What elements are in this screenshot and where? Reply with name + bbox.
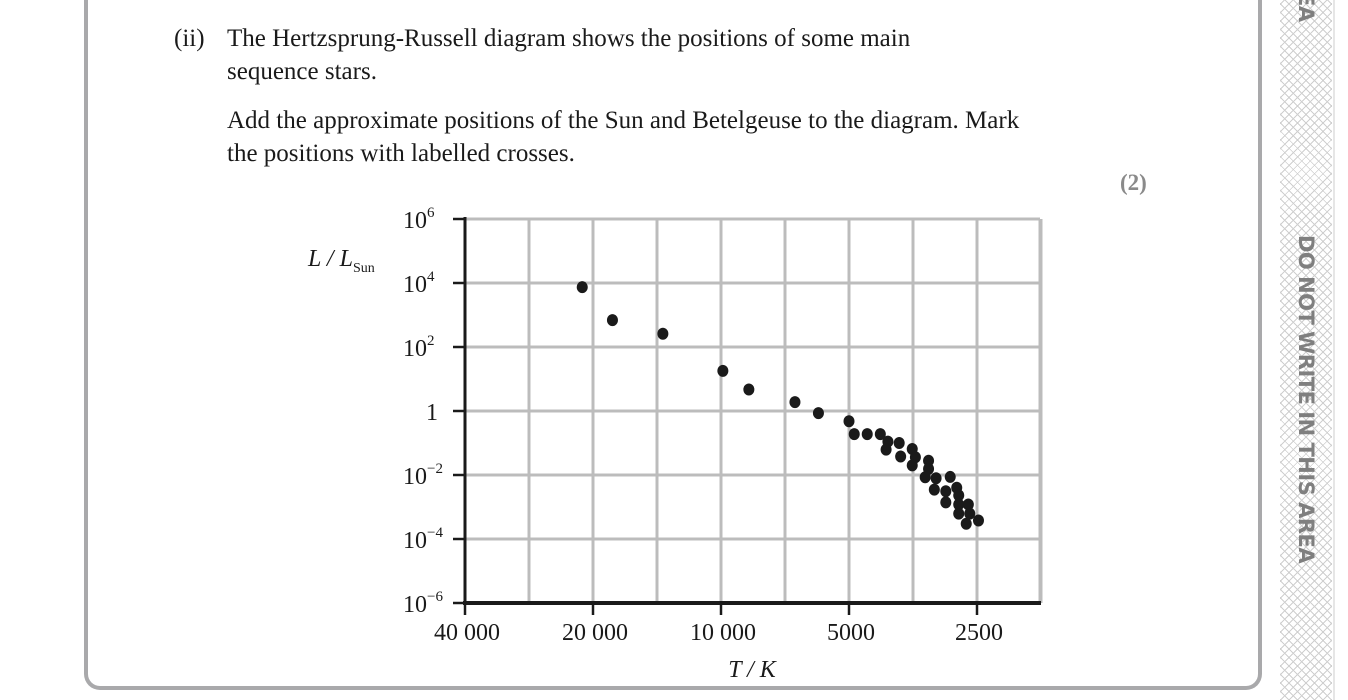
- star-point: [944, 470, 956, 483]
- grid: [465, 217, 1043, 603]
- y-tick-label: 10−2: [403, 461, 443, 490]
- star-point: [657, 327, 669, 340]
- star-point: [895, 450, 907, 463]
- star-point: [717, 364, 729, 377]
- answer-box-border: [84, 0, 1262, 690]
- star-point: [964, 507, 976, 520]
- star-point: [743, 383, 755, 396]
- star-point: [906, 459, 918, 472]
- star-point: [940, 485, 952, 498]
- y-tick-label: 106: [403, 205, 435, 234]
- star-point: [789, 396, 801, 409]
- y-tick-label: 1: [426, 400, 438, 426]
- data-points: [576, 281, 984, 530]
- star-point: [893, 437, 905, 449]
- instruction-line1: Add the approximate positions of the Sun…: [227, 107, 1020, 134]
- x-tick-label: 10 000: [690, 620, 756, 646]
- ticks: 106 104 102 1 10−2 10−4 10−640 000 20 000 10 000…: [403, 205, 1003, 646]
- y-tick-label: 10−4: [403, 525, 443, 554]
- y-axis-label: L / LSun: [307, 246, 375, 276]
- star-point: [861, 428, 873, 441]
- margin-hatched-strip: [1280, 0, 1332, 700]
- x-tick-label: 40 000: [434, 620, 500, 646]
- page-edge: [1333, 0, 1335, 700]
- star-point: [960, 517, 972, 530]
- y-tick-label: 104: [403, 269, 435, 298]
- question-number: (ii): [174, 25, 205, 52]
- question-text-line1: The Hertzsprung-Russell diagram shows th…: [227, 25, 911, 52]
- star-point: [953, 507, 965, 520]
- star-point: [930, 472, 942, 485]
- star-point: [576, 281, 588, 294]
- x-tick-label: 20 000: [562, 620, 628, 646]
- star-point: [928, 483, 940, 496]
- y-tick-label: 10−6: [403, 589, 443, 618]
- star-point: [919, 471, 931, 484]
- star-point: [940, 496, 952, 509]
- star-point: [848, 428, 860, 441]
- x-axis-label: T / K: [728, 657, 778, 683]
- star-point: [953, 489, 965, 502]
- x-tick-label: 5000: [827, 620, 875, 646]
- instruction-line2: the positions with labelled crosses.: [227, 140, 575, 167]
- y-tick-label: 102: [403, 333, 435, 362]
- question-text-line2: sequence stars.: [227, 58, 377, 85]
- star-point: [923, 454, 935, 467]
- star-point: [843, 415, 855, 428]
- x-tick-label: 2500: [955, 620, 1003, 646]
- star-point: [874, 428, 886, 441]
- star-point: [972, 514, 984, 527]
- star-point: [606, 314, 618, 327]
- star-point: [880, 443, 892, 456]
- star-point: [962, 498, 974, 511]
- marks-available: (2): [1120, 170, 1147, 195]
- star-point: [812, 407, 824, 420]
- star-point: [953, 498, 965, 511]
